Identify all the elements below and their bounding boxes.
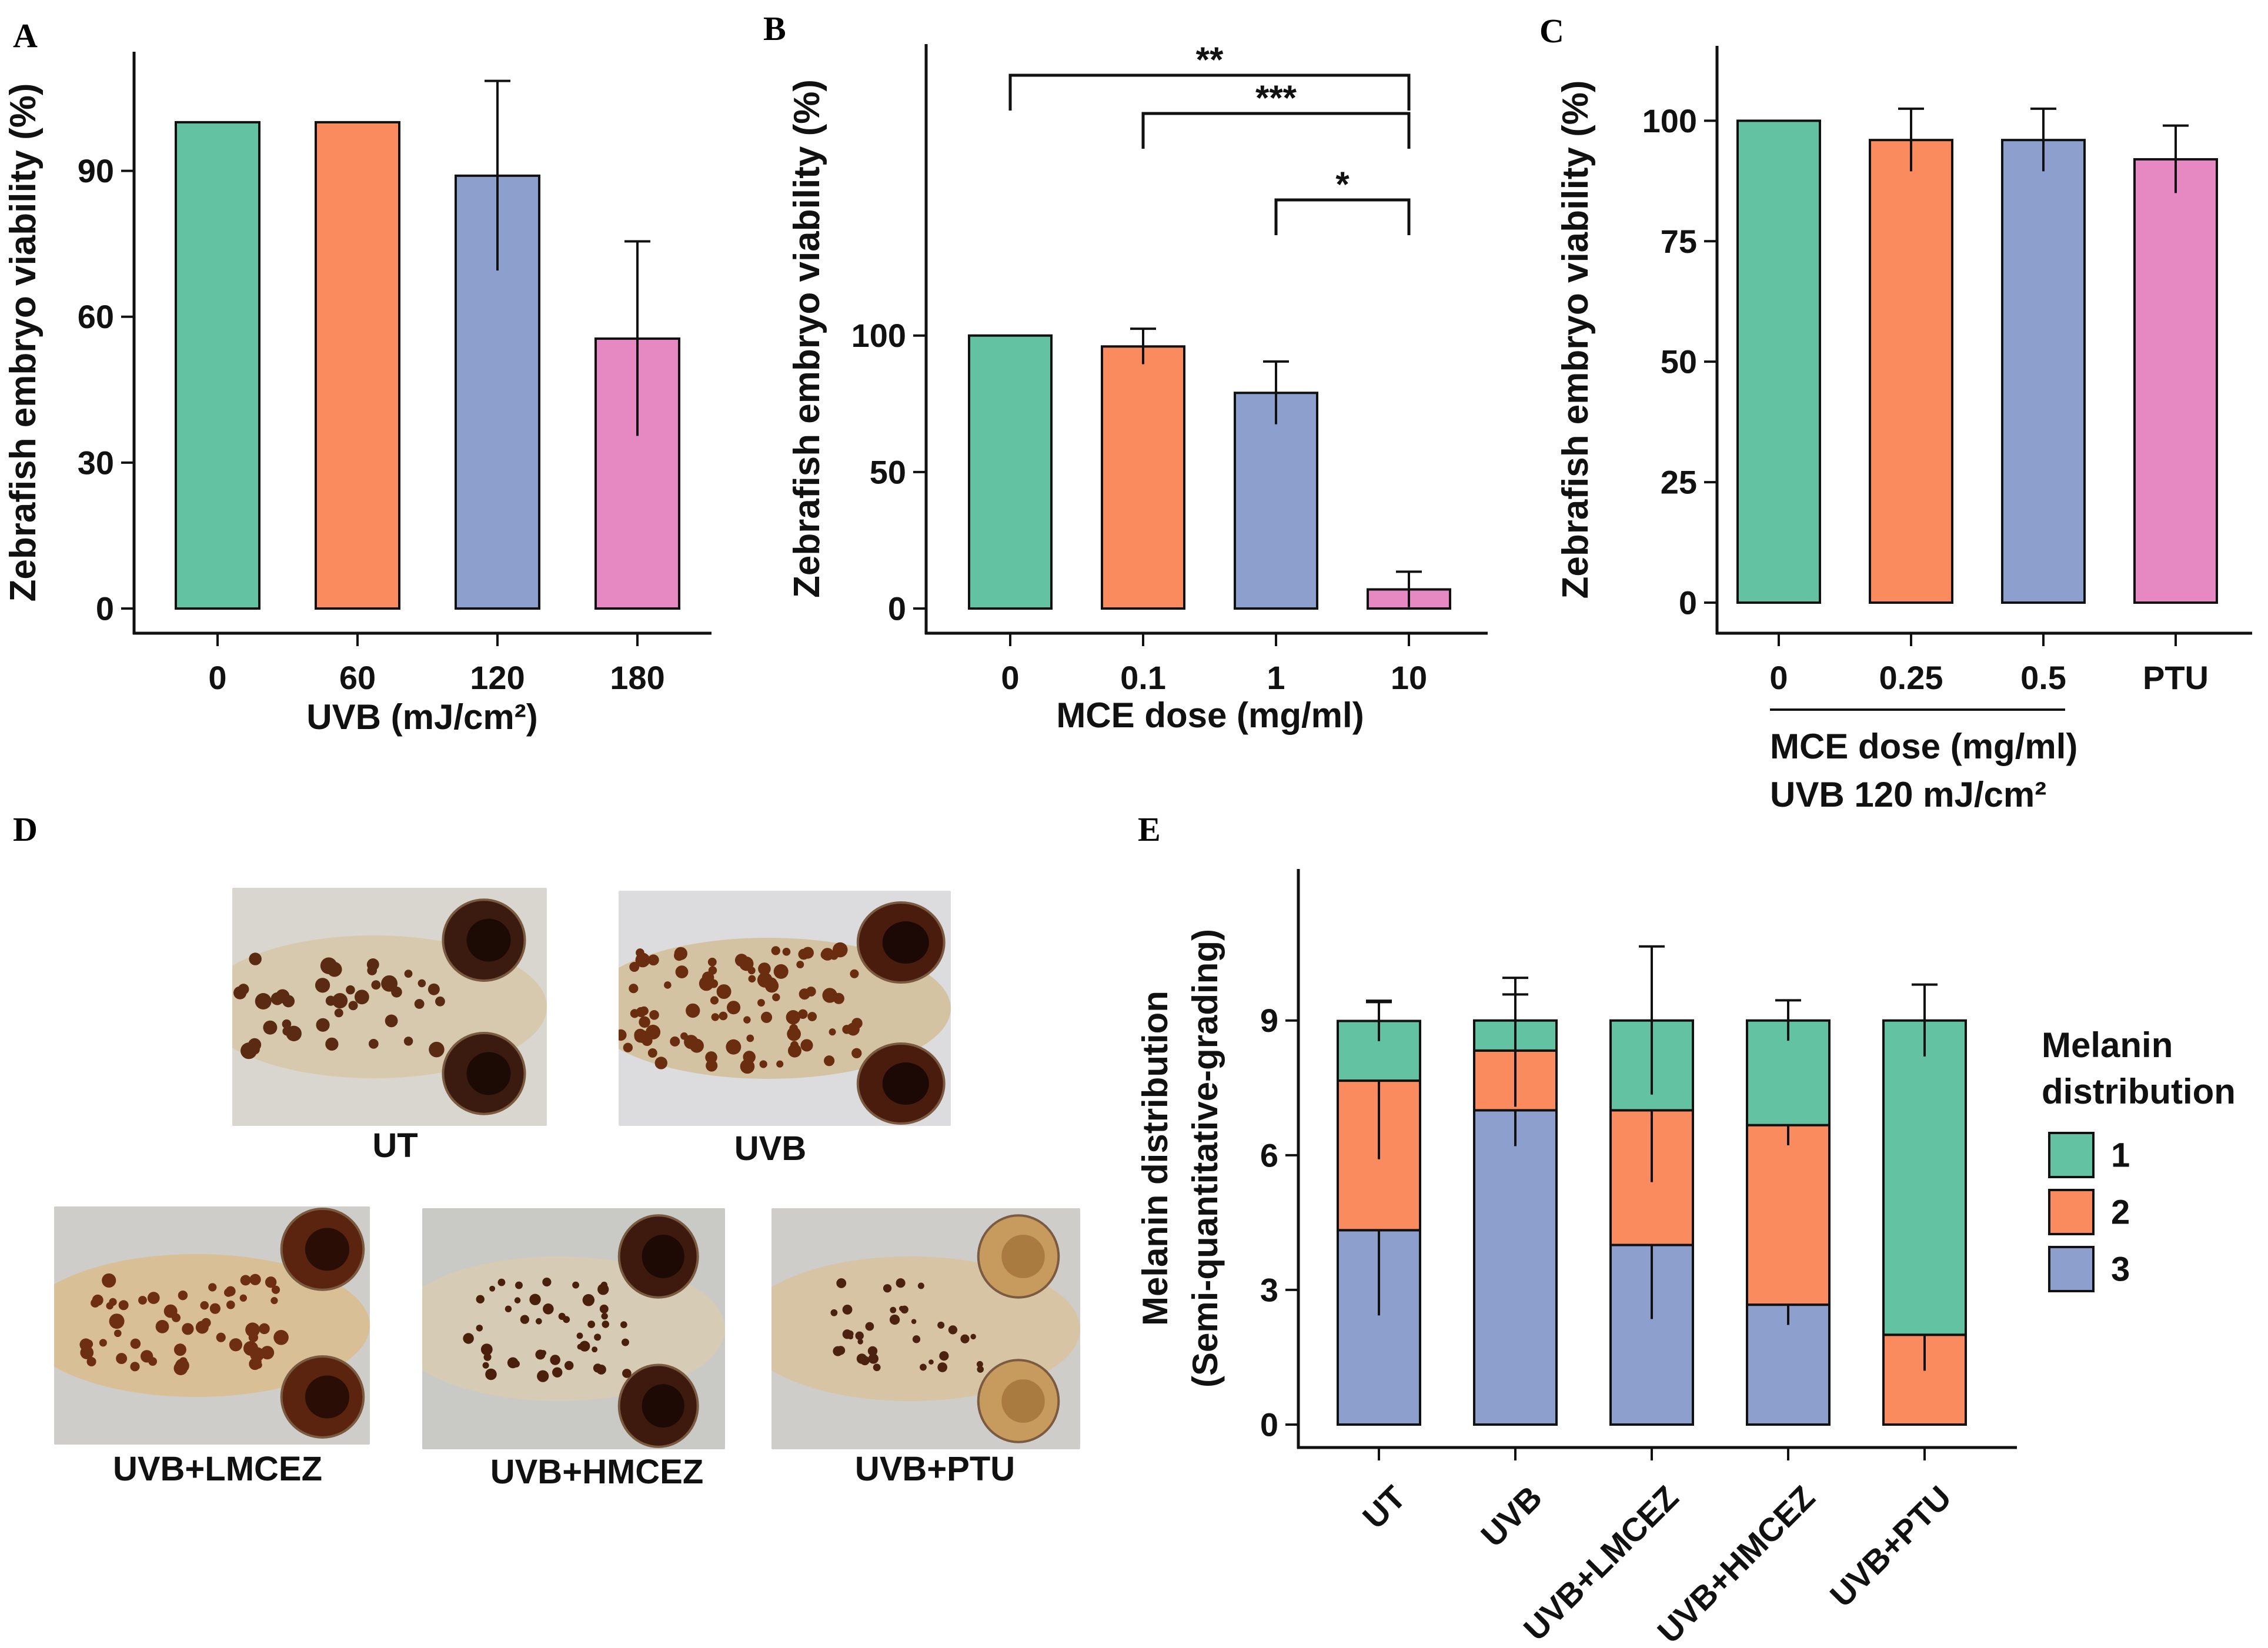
chart-e-legend-label-2: 2 bbox=[2111, 1194, 2130, 1232]
chart-a-x-axis-label: UVB (mJ/cm²) bbox=[306, 697, 537, 737]
photo-label-ut: UT bbox=[372, 1126, 418, 1165]
photo-uvb-ptu-image bbox=[771, 1208, 1080, 1449]
chart-a-x-tick-label-1: 60 bbox=[339, 659, 376, 696]
photo-ut bbox=[232, 888, 547, 1126]
chart-c-bar-1 bbox=[1869, 139, 1953, 604]
chart-e-y-tick-label-3: 9 bbox=[1260, 1002, 1278, 1039]
chart-c-x-tick-label-3: PTU bbox=[2143, 659, 2209, 696]
chart-c-y-axis-label: Zebrafish embryo viability (%) bbox=[1555, 81, 1596, 599]
chart-e-x-tick-label-4: UVB+PTU bbox=[1823, 1479, 1958, 1614]
chart-c-x-tick-label-2: 0.5 bbox=[2020, 659, 2066, 696]
panel-letter-b: B bbox=[763, 9, 786, 48]
chart-b-y-tick-label-1: 50 bbox=[870, 453, 906, 490]
chart-a-y-tick-label-1: 30 bbox=[78, 444, 114, 481]
chart-b-bar-2 bbox=[1234, 392, 1318, 610]
photo-label-uvb-hmcez: UVB+HMCEZ bbox=[490, 1453, 704, 1491]
chart-a-y-tick-label-3: 90 bbox=[78, 152, 114, 189]
panel-letter-a: A bbox=[13, 16, 38, 55]
chart-a-x-tick-label-2: 120 bbox=[470, 659, 525, 696]
chart-c-y-tick-label-2: 50 bbox=[1661, 343, 1697, 380]
chart-b-y-tick-label-2: 100 bbox=[851, 317, 906, 354]
chart-c-x-axis-label-2: UVB 120 mJ/cm² bbox=[1770, 775, 2046, 814]
chart-a-bar-1 bbox=[315, 121, 400, 610]
chart-b-significance-bracket-0 bbox=[1008, 73, 1411, 111]
chart-b-x-axis-label: MCE dose (mg/ml) bbox=[1056, 696, 1364, 735]
panel-letter-e: E bbox=[1138, 810, 1161, 848]
chart-e-legend-title: Melanin bbox=[2042, 1025, 2173, 1065]
chart-c-y-tick-label-3: 75 bbox=[1661, 223, 1697, 260]
photo-uvb-hmcez-image bbox=[422, 1208, 725, 1449]
chart-a-x-tick-label-3: 180 bbox=[610, 659, 664, 696]
photo-uvb-ptu bbox=[771, 1208, 1080, 1449]
chart-c-y-tick-label-1: 25 bbox=[1661, 464, 1697, 501]
chart-e-y-tick-label-2: 6 bbox=[1260, 1136, 1278, 1174]
chart-b-bar-1 bbox=[1101, 345, 1185, 610]
chart-b-y-tick-label-0: 0 bbox=[888, 590, 906, 627]
panel-letter-d: D bbox=[13, 810, 38, 848]
chart-e-x-tick-label-0: UT bbox=[1355, 1479, 1412, 1536]
photo-ut-image bbox=[232, 888, 547, 1126]
chart-e-x-tick-label-1: UVB bbox=[1474, 1479, 1549, 1554]
chart-a-x-tick-label-0: 0 bbox=[208, 659, 226, 696]
photo-uvb-hmcez bbox=[422, 1208, 725, 1449]
photo-uvb bbox=[619, 891, 951, 1126]
chart-e-bar-1-series-3 bbox=[1473, 1109, 1558, 1426]
chart-e-legend-title-2: distribution bbox=[2042, 1072, 2236, 1111]
photo-label-uvb: UVB bbox=[734, 1129, 807, 1168]
chart-b-x-tick-label-0: 0 bbox=[1001, 659, 1019, 696]
photo-label-uvb-lmcez: UVB+LMCEZ bbox=[112, 1450, 323, 1488]
chart-c-bar-0 bbox=[1736, 119, 1821, 604]
chart-e-y-axis-label-2: (Semi-quantitative-grading) bbox=[1185, 929, 1225, 1388]
chart-c-bar-3 bbox=[2133, 158, 2218, 604]
chart-a-y-tick-label-2: 60 bbox=[78, 298, 114, 335]
chart-e-y-axis-label: Melanin distribution bbox=[1135, 991, 1175, 1326]
chart-e-legend-label-1: 1 bbox=[2111, 1136, 2130, 1175]
chart-b-significance-label-2: * bbox=[1335, 165, 1350, 204]
chart-b-significance-label-0: ** bbox=[1196, 40, 1224, 79]
chart-e-y-tick-label-1: 3 bbox=[1260, 1271, 1278, 1308]
chart-c-y-tick-label-4: 100 bbox=[1642, 102, 1697, 139]
chart-b-significance-bracket-1 bbox=[1141, 112, 1411, 149]
chart-b-x-tick-label-3: 10 bbox=[1391, 659, 1427, 696]
chart-c-bar-2 bbox=[2001, 139, 2086, 604]
chart-e-legend-swatch-1 bbox=[2048, 1132, 2095, 1178]
chart-b-x-tick-label-1: 0.1 bbox=[1120, 659, 1166, 696]
chart-e-bar-3-series-2 bbox=[1746, 1124, 1831, 1306]
chart-a-y-tick-label-0: 0 bbox=[96, 590, 114, 627]
chart-e-legend-swatch-3 bbox=[2048, 1246, 2095, 1292]
chart-e-legend-swatch-2 bbox=[2048, 1189, 2095, 1235]
chart-b-significance-bracket-2 bbox=[1274, 198, 1411, 235]
chart-c-y-tick-label-0: 0 bbox=[1679, 584, 1697, 621]
chart-e-y-tick-label-0: 0 bbox=[1260, 1406, 1278, 1443]
chart-b-bar-0 bbox=[968, 334, 1053, 610]
chart-c-x-tick-label-1: 0.25 bbox=[1879, 659, 1943, 696]
chart-b-x-tick-label-2: 1 bbox=[1267, 659, 1285, 696]
photo-uvb-lmcez bbox=[54, 1206, 370, 1445]
photo-uvb-lmcez-image bbox=[54, 1206, 370, 1445]
chart-e-bar-4-series-1 bbox=[1882, 1019, 1967, 1336]
chart-c-x-axis-label: MCE dose (mg/ml) bbox=[1770, 727, 2077, 766]
photo-label-uvb-ptu: UVB+PTU bbox=[854, 1450, 1016, 1488]
chart-e-legend-label-3: 3 bbox=[2111, 1251, 2130, 1289]
chart-a-y-axis-label: Zebrafish embryo viability (%) bbox=[3, 83, 44, 602]
panel-letter-c: C bbox=[1539, 12, 1564, 50]
chart-b-significance-label-1: *** bbox=[1255, 78, 1297, 118]
chart-c-x-tick-label-0: 0 bbox=[1769, 659, 1788, 696]
chart-b-y-axis-label: Zebrafish embryo viability (%) bbox=[787, 79, 827, 598]
chart-a-bar-0 bbox=[175, 121, 260, 610]
photo-uvb-image bbox=[619, 891, 951, 1126]
